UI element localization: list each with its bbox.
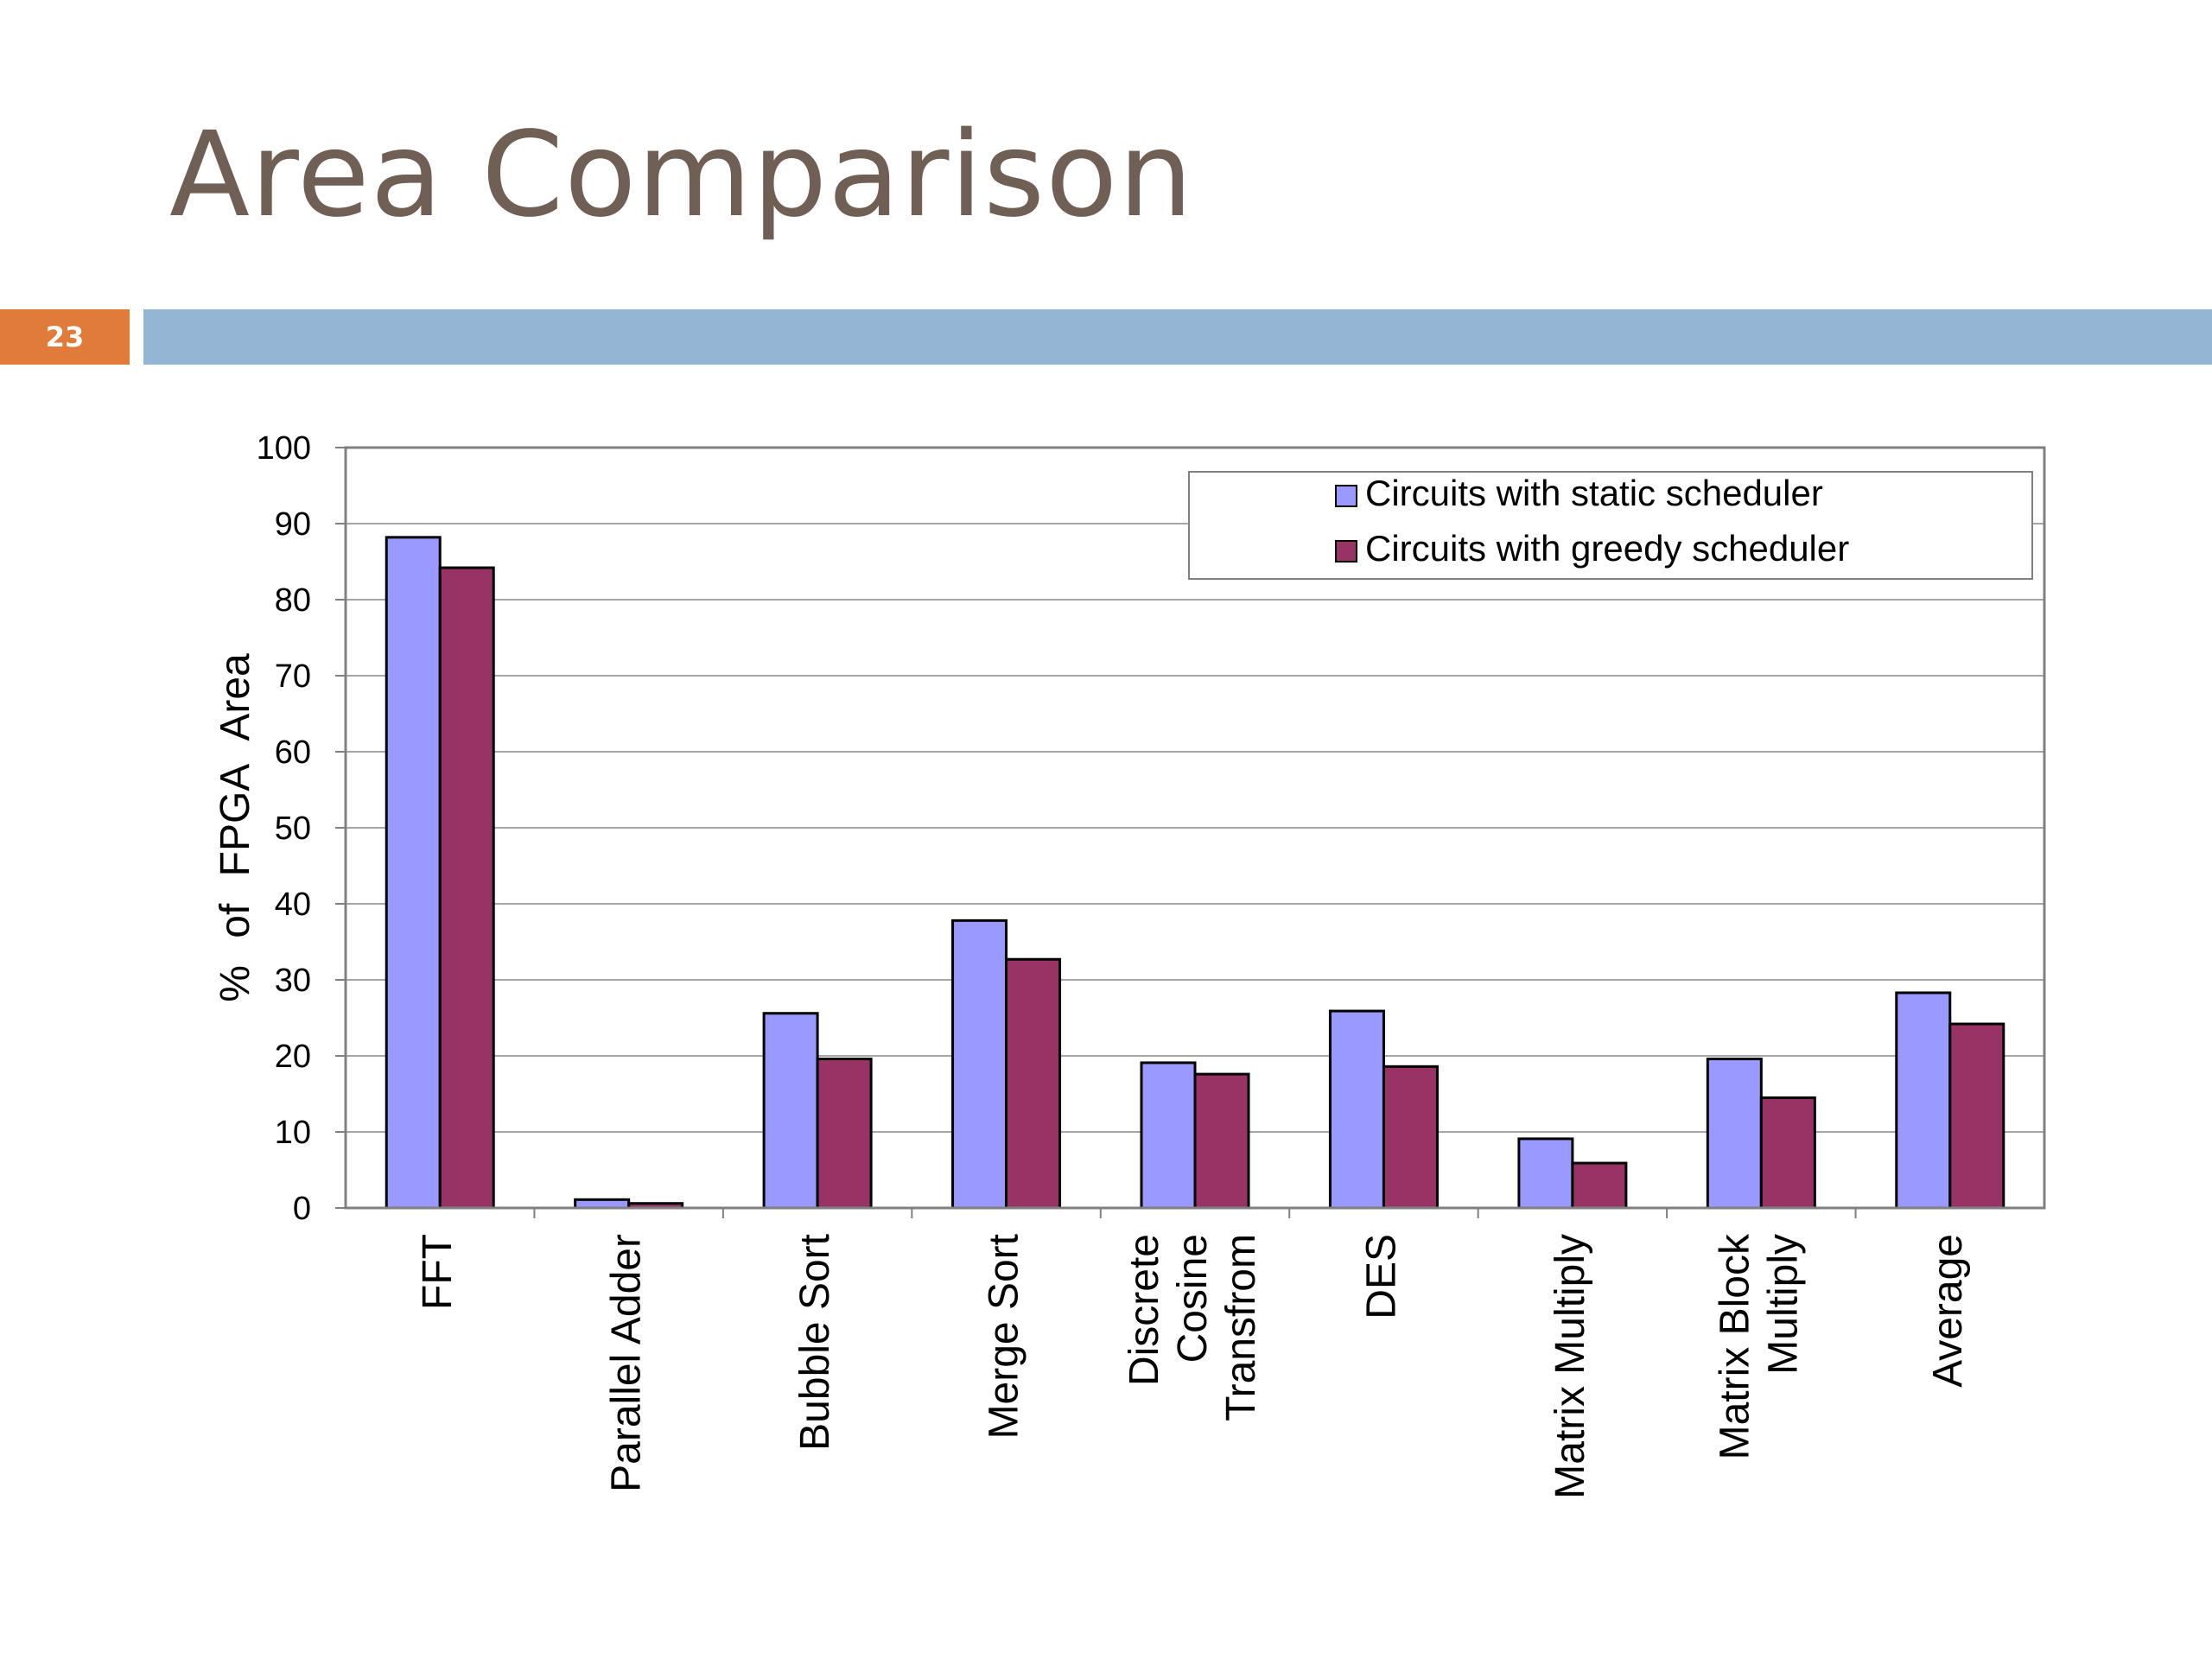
- bar: [1948, 1022, 2005, 1210]
- axis-labels: 0 10 20 30 40 50 60 70 80 90 100 FFT Parallel Adder B…: [213, 430, 1971, 1499]
- bar: [1005, 957, 1062, 1210]
- bar: [1193, 1072, 1250, 1210]
- page-number-badge: 23: [0, 309, 130, 365]
- x-tick-label-line: Discrete: [1122, 1234, 1167, 1386]
- legend-swatch: [1335, 485, 1357, 507]
- slide-title: Area Comparison: [169, 107, 1194, 244]
- y-tick-label: 100: [257, 430, 311, 467]
- x-tick-label-line: Bubble Sort: [792, 1234, 838, 1451]
- bar: [762, 1012, 819, 1210]
- y-tick-label: 60: [275, 734, 311, 771]
- x-tick-label-line: Average: [1925, 1234, 1971, 1388]
- x-tick-label: Bubble Sort: [792, 1234, 838, 1451]
- bars: [385, 536, 2005, 1210]
- y-tick-label: 80: [275, 582, 311, 619]
- legend-label: Circuits with static scheduler: [1365, 473, 1823, 513]
- x-tick-label-line: Merge Sort: [982, 1234, 1027, 1439]
- y-tick-label: 10: [275, 1115, 311, 1151]
- y-tick-label: 70: [275, 658, 311, 695]
- y-tick-label: 40: [275, 887, 311, 923]
- x-tick-label: Matrix BlockMultiply: [1712, 1233, 1806, 1459]
- bar: [1382, 1065, 1439, 1210]
- bar: [1328, 1009, 1385, 1210]
- legend-box: [1188, 471, 2033, 580]
- y-tick-label: 30: [275, 963, 311, 999]
- bar: [1571, 1161, 1628, 1210]
- bar: [1706, 1058, 1763, 1210]
- x-tick-label-line: Parallel Adder: [604, 1234, 650, 1492]
- x-tick-label: Average: [1925, 1234, 1971, 1388]
- x-tick-label-line: Cosine: [1170, 1234, 1216, 1363]
- y-axis-label: % of FPGA Area: [213, 653, 258, 1002]
- axes: [335, 446, 2046, 1218]
- x-tick-label: Merge Sort: [982, 1234, 1027, 1439]
- x-tick-label-line: FFT: [415, 1234, 461, 1310]
- legend-swatch: [1335, 540, 1357, 563]
- x-tick-label-line: Matrix Multiply: [1548, 1234, 1593, 1499]
- y-tick-label: 20: [275, 1039, 311, 1075]
- x-tick-label: Parallel Adder: [604, 1234, 650, 1492]
- title-divider-bar: [143, 309, 2212, 365]
- x-tick-label: Matrix Multiply: [1548, 1234, 1593, 1499]
- bar: [1895, 991, 1952, 1210]
- x-tick-label: DES: [1358, 1234, 1404, 1319]
- bar: [385, 536, 442, 1210]
- x-tick-label-line: Matrix Block: [1712, 1233, 1758, 1459]
- bar: [1140, 1061, 1197, 1210]
- y-tick-label: 90: [275, 506, 311, 543]
- bar: [1759, 1096, 1816, 1210]
- x-tick-label-line: DES: [1358, 1234, 1404, 1319]
- y-tick-label: 50: [275, 810, 311, 847]
- x-tick-label-line: Transfrom: [1218, 1234, 1264, 1421]
- x-tick-label: DiscreteCosineTransfrom: [1122, 1234, 1264, 1421]
- legend: Circuits with static scheduler Circuits w…: [1188, 471, 2033, 580]
- plot-frame: [344, 446, 2046, 1210]
- bar: [1517, 1137, 1574, 1210]
- bar: [816, 1058, 873, 1210]
- legend-label: Circuits with greedy scheduler: [1365, 528, 1849, 569]
- x-tick-label: FFT: [415, 1234, 461, 1310]
- bar: [438, 566, 495, 1210]
- y-tick-label: 0: [293, 1191, 311, 1227]
- bar: [951, 918, 1008, 1210]
- x-tick-label-line: Multiply: [1760, 1234, 1806, 1375]
